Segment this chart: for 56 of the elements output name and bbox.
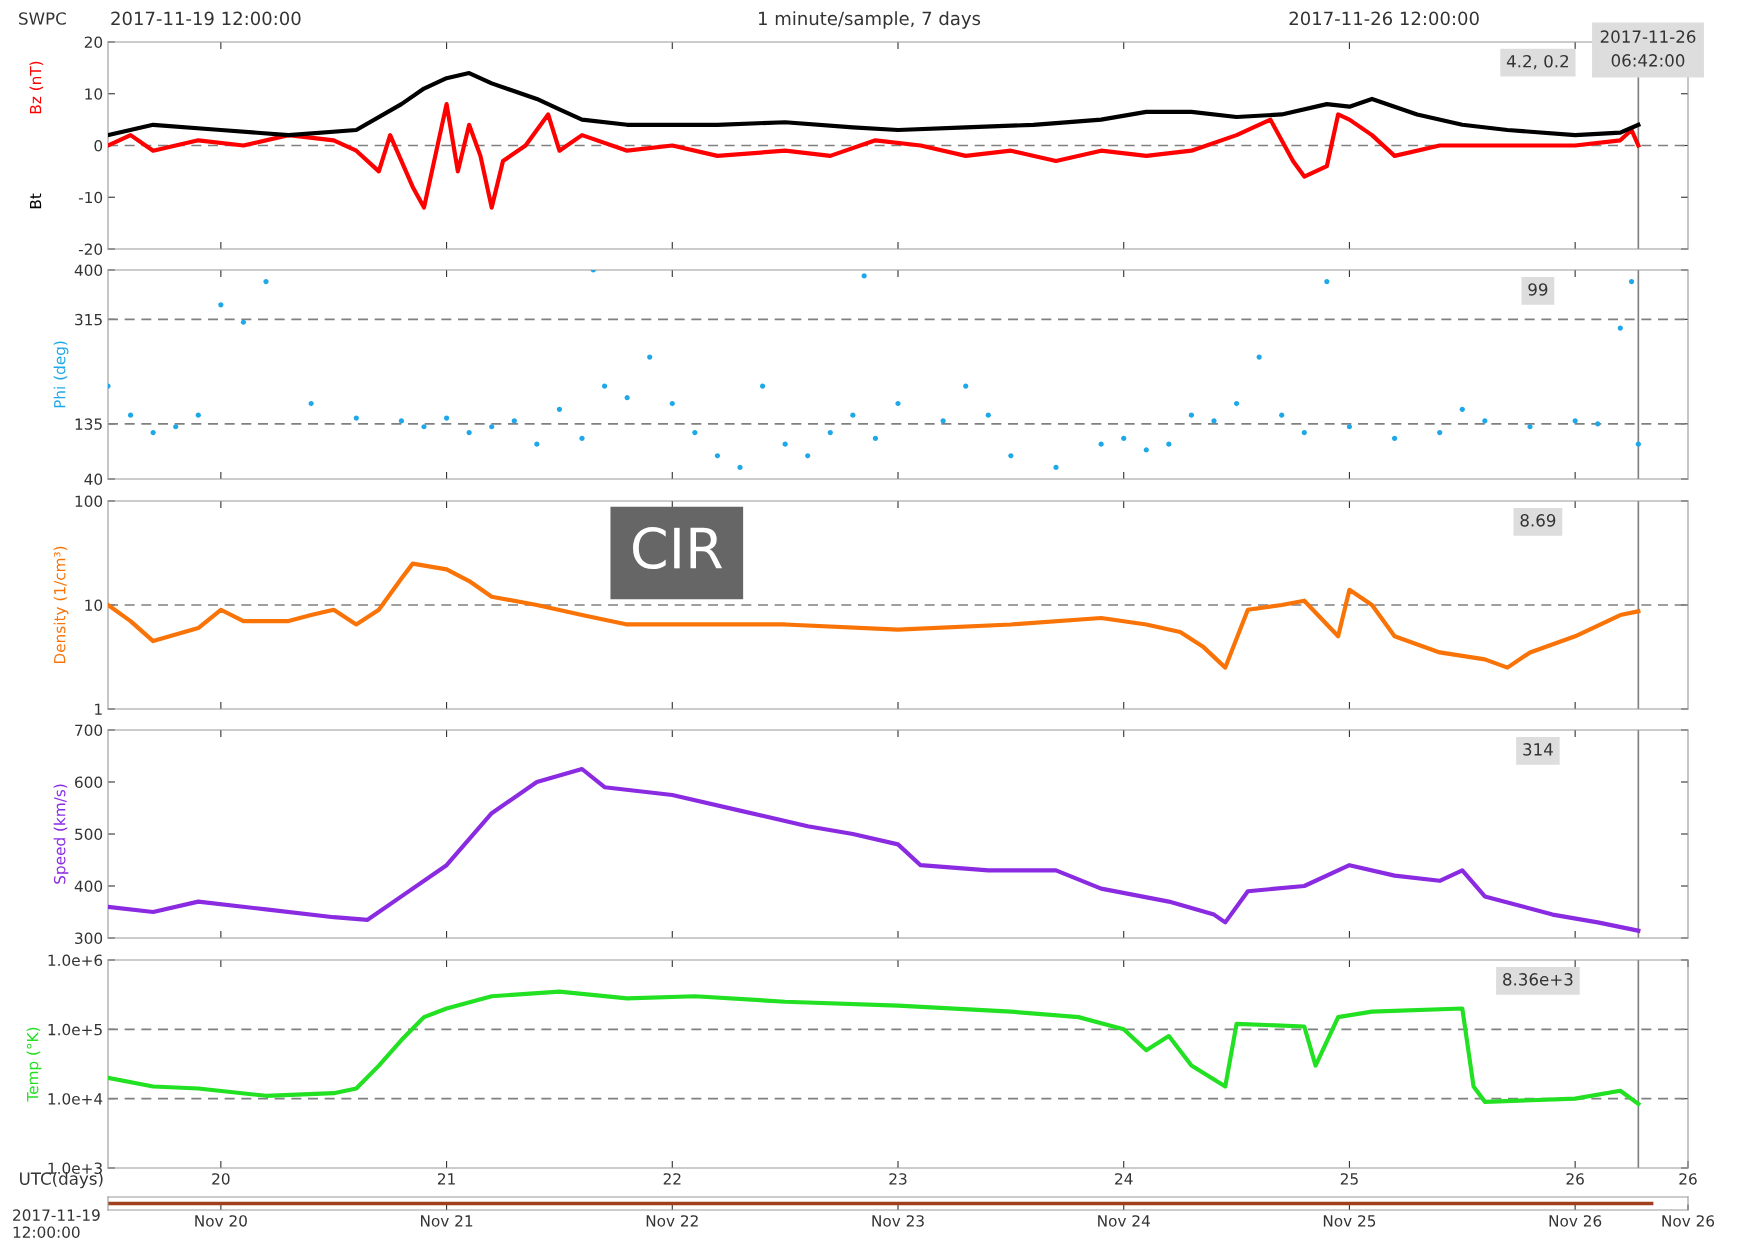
text: 2017-11-19 12:00:00: [111, 11, 301, 26]
annotation: CIR: [633, 527, 723, 570]
y-tick-label: 10: [85, 88, 103, 100]
y-tick-label: 1.0e+4: [48, 1093, 103, 1105]
text: 2017-11-26 12:00:00: [1289, 11, 1479, 26]
y-axis-title: Phi (deg): [53, 341, 69, 408]
y-tick-label: 0: [94, 139, 103, 152]
annotation: 2017-11-26 06:42:00: [1600, 30, 1696, 67]
x-tick-label: 26: [1566, 1173, 1584, 1185]
y-axis-title: Speed (km/s): [53, 784, 69, 884]
y-tick-label: 40: [84, 473, 103, 486]
y-tick-label: 1.0e+5: [48, 1023, 102, 1036]
x-tick-label: 20: [212, 1173, 230, 1185]
annotation: 8.69: [1520, 514, 1556, 527]
y-tick-label: 315: [75, 313, 102, 326]
y-tick-label: 20: [84, 36, 103, 49]
y-tick-label: 300: [75, 932, 103, 945]
y-tick-label: 1: [95, 703, 102, 715]
y-tick-label: 10: [85, 599, 103, 612]
y-tick-label: 135: [75, 418, 102, 430]
x2-tick-label: Nov 21: [421, 1215, 473, 1227]
chart-title: 1 minute/sample, 7 days: [759, 11, 981, 29]
text: Bt: [29, 193, 42, 209]
x-tick-label: 23: [889, 1173, 907, 1185]
y-tick-label: 700: [75, 724, 103, 737]
x-tick-label: 25: [1340, 1173, 1358, 1185]
x-tick-label: 26: [1679, 1173, 1697, 1185]
y-axis-title: Temp (°K): [26, 1027, 42, 1102]
x2-tick-label: Nov 24: [1098, 1215, 1150, 1227]
x-axis-title: UTC(days): [20, 1172, 103, 1189]
x-tick-label: 24: [1115, 1173, 1133, 1185]
y-tick-label: 500: [75, 828, 103, 841]
y-tick-label: -20: [78, 243, 103, 256]
y-tick-label: 1.0e+3: [48, 1162, 102, 1175]
y-tick-label: -10: [78, 191, 103, 204]
x-tick-label: 22: [663, 1173, 681, 1185]
y-tick-label: 600: [75, 776, 103, 789]
x2-tick-label: Nov 23: [872, 1215, 924, 1227]
y-tick-label: 400: [74, 880, 103, 893]
x-tick-label: 21: [437, 1173, 455, 1185]
text: 2017-11-19 12:00:00: [13, 1209, 100, 1238]
annotation: 8.36e+3: [1503, 973, 1573, 986]
x2-tick-label: Nov 20: [195, 1215, 247, 1227]
y-tick-label: 1.0e+6: [48, 954, 103, 967]
annotation: 4.2, 0.2: [1506, 54, 1569, 70]
text: SWPC: [19, 12, 66, 25]
y-tick-label: 400: [74, 264, 103, 277]
annotation: 314: [1523, 743, 1553, 756]
annotation: 99: [1528, 283, 1548, 296]
x2-tick-label: Nov 25: [1323, 1215, 1376, 1227]
x2-tick-label: Nov 22: [646, 1215, 698, 1227]
x2-tick-label: Nov 26: [1662, 1215, 1715, 1227]
y-axis-title: Density (1/cm³): [53, 546, 69, 664]
text: Bz (nT): [29, 61, 44, 114]
x2-tick-label: Nov 26: [1549, 1215, 1602, 1227]
y-tick-label: 100: [75, 495, 103, 508]
